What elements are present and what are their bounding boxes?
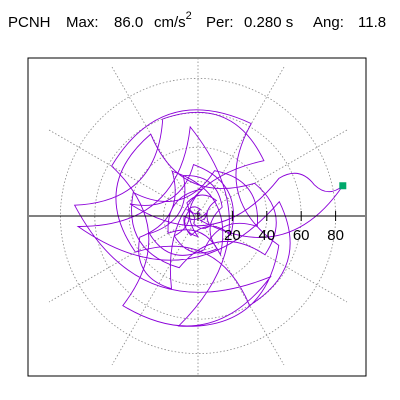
tick-label-40: 40 (258, 227, 275, 244)
station-name: PCNH (8, 14, 51, 31)
marker-layer (339, 182, 347, 190)
max-unit: cm/s2 (154, 10, 192, 31)
plot-frame (27, 57, 367, 377)
tick-label-80: 80 (327, 227, 344, 244)
header: PCNH Max: 86.0 cm/s2 Per: 0.280 s Ang: 1… (0, 10, 400, 38)
trajectory-layer (73, 109, 344, 327)
tick-label-60: 60 (293, 227, 310, 244)
trajectory-path (73, 109, 344, 327)
tick-label-20: 20 (224, 227, 241, 244)
tick-label-layer: 20 40 60 80 (224, 211, 344, 244)
max-unit-text: cm/s (154, 14, 186, 31)
peak-marker (339, 182, 347, 190)
per-value: 0.280 s (244, 14, 294, 31)
per-label: Per: (206, 14, 234, 31)
max-label: Max: (66, 14, 99, 31)
max-unit-exponent: 2 (185, 10, 192, 22)
ang-label: Ang: (313, 14, 344, 31)
axis-layer (29, 211, 365, 221)
ang-value: 11.8 (358, 14, 387, 31)
max-value: 86.0 (114, 14, 144, 31)
